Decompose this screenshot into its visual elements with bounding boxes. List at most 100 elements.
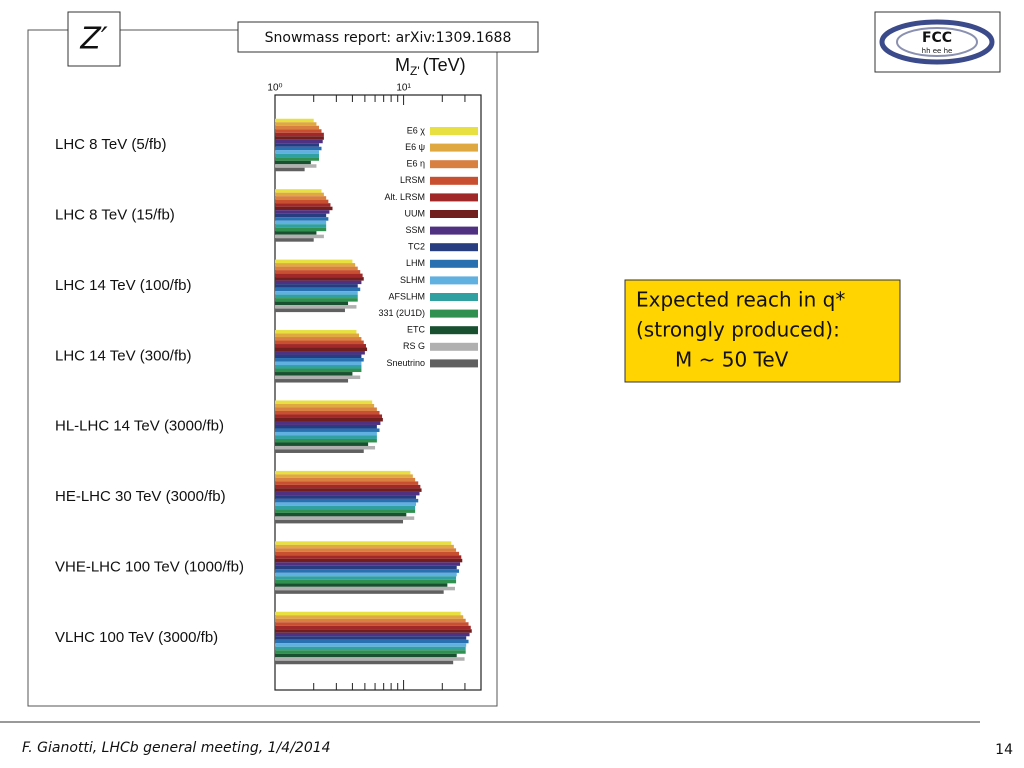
bar (275, 481, 419, 485)
bar (275, 340, 364, 345)
note-line: M ~ 50 TeV (675, 348, 789, 372)
bar (275, 590, 444, 594)
bar (275, 548, 457, 552)
y-tick-label: VLHC 100 TeV (3000/fb) (55, 629, 218, 646)
bar (275, 167, 305, 172)
bar (275, 294, 358, 299)
bar (275, 625, 471, 630)
bar (275, 333, 359, 338)
bar (275, 153, 320, 158)
bar (275, 354, 362, 359)
x-axis-title: MZ' (TeV) (395, 55, 466, 78)
bar (275, 266, 358, 271)
bar (275, 217, 329, 221)
bar (275, 516, 415, 520)
y-tick-label: LHC 14 TeV (300/fb) (55, 347, 191, 364)
y-tick-label: HE-LHC 30 TeV (3000/fb) (55, 488, 226, 505)
bar (275, 234, 324, 239)
legend-label: E6 η (406, 159, 425, 169)
legend-swatch (430, 210, 478, 218)
logo-ring-inner (896, 27, 978, 57)
bar (275, 164, 317, 168)
bar (275, 400, 373, 404)
bar (275, 629, 472, 633)
bar (275, 562, 461, 566)
bar (275, 143, 320, 147)
bar (275, 622, 469, 626)
bar (275, 435, 377, 439)
note-box (624, 279, 901, 383)
bar (275, 203, 331, 207)
bar (275, 576, 457, 580)
bar (275, 417, 383, 422)
bar (275, 428, 380, 432)
bar (275, 484, 421, 489)
legend-label: LHM (406, 258, 425, 268)
y-tick-label: VHE-LHC 100 TeV (1000/fb) (55, 559, 244, 576)
legend-swatch (430, 293, 478, 301)
logo-subtext: hh ee he (922, 47, 953, 55)
bar (275, 259, 353, 264)
legend-label: LRSM (400, 175, 425, 185)
legend-swatch (430, 259, 478, 268)
bar (275, 301, 349, 306)
bar (275, 498, 419, 503)
legend-label: UUM (405, 208, 426, 218)
legend-label: 331 (2U1D) (378, 308, 425, 318)
bar (275, 403, 375, 408)
bar (275, 375, 361, 380)
bar (275, 365, 362, 369)
legend-swatch (430, 342, 478, 351)
bar (275, 646, 466, 651)
bar (275, 273, 363, 278)
bar (275, 238, 314, 242)
x-tick-label: 10⁰ (267, 83, 282, 94)
legend-swatch (430, 143, 478, 152)
bar (275, 650, 466, 654)
bar (275, 657, 465, 661)
bar (275, 502, 417, 506)
page-number: 14 (995, 742, 1013, 758)
legend-swatch (430, 276, 478, 285)
bar (275, 280, 362, 285)
bar (275, 347, 368, 352)
bar (275, 410, 380, 415)
bar (275, 192, 324, 197)
bar (275, 639, 469, 644)
legend-label: RS G (403, 341, 425, 351)
bar (275, 150, 320, 154)
legend-label: SLHM (400, 275, 425, 285)
legend-swatch (430, 193, 478, 202)
legend-label: E6 ψ (405, 142, 425, 152)
legend-label: Alt. LRSM (384, 192, 425, 202)
bar (275, 491, 420, 496)
bar (275, 118, 314, 123)
bar (275, 424, 377, 429)
bar (275, 139, 323, 144)
bar (275, 442, 369, 446)
bar (275, 555, 462, 559)
bar (275, 132, 324, 137)
bar (275, 160, 311, 165)
x-axis-title-main: M (395, 55, 410, 75)
legend-label: E6 χ (407, 125, 426, 135)
bar (275, 431, 377, 436)
y-tick-label: HL-LHC 14 TeV (3000/fb) (55, 418, 224, 435)
bar (275, 636, 467, 640)
reference-box (237, 21, 539, 53)
bar (275, 368, 362, 373)
legend-swatch (430, 309, 478, 318)
bar (275, 445, 376, 450)
bar (275, 189, 322, 193)
bar (275, 407, 377, 411)
logo-ring (879, 19, 995, 65)
bar (275, 569, 460, 573)
bar (275, 129, 322, 133)
legend-label: Sneutrino (386, 358, 425, 368)
bar (275, 199, 329, 204)
bar (275, 509, 416, 513)
bar (275, 632, 470, 637)
legend-label: ETC (407, 325, 426, 335)
bar (275, 210, 330, 214)
bar (275, 579, 457, 584)
